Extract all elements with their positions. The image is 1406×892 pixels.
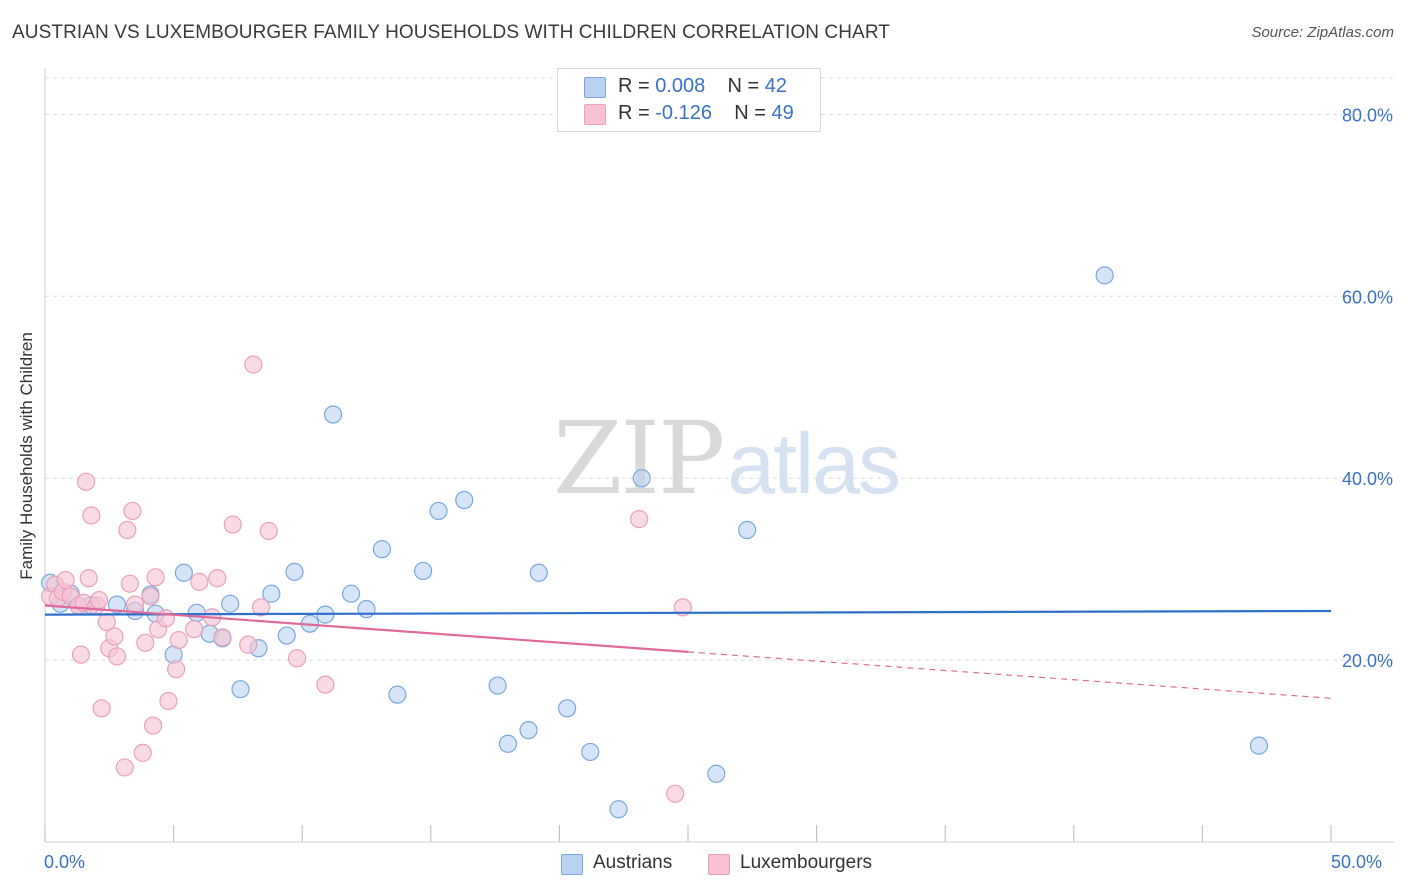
luxembourger-point (136, 633, 155, 652)
x-tick-label-max: 50.0% (1331, 852, 1383, 872)
luxembourger-trend-extension (687, 651, 1332, 699)
n-label: N = (734, 102, 766, 124)
austrian-point (187, 603, 206, 622)
luxembourger-point (118, 520, 137, 540)
austrian-point (529, 563, 548, 582)
legend-swatch-blue (561, 854, 583, 875)
austrian-point (388, 685, 407, 704)
luxembourger-point (316, 675, 335, 694)
luxembourger-trend-line (44, 604, 689, 654)
luxembourger-point (239, 635, 258, 654)
n-value: 49 (771, 102, 794, 124)
austrian-point (221, 594, 240, 613)
austrian-point (488, 676, 507, 695)
austrian-point (609, 800, 628, 819)
watermark-zip: ZIP (553, 400, 725, 517)
austrian-point (413, 561, 433, 581)
austrian-point (323, 405, 343, 424)
luxembourger-point (133, 743, 152, 762)
watermark-atlas: atlas (727, 416, 901, 512)
luxembourger-point (107, 647, 127, 666)
luxembourger-point (92, 699, 111, 718)
luxembourger-point (213, 628, 232, 647)
luxembourger-point (89, 590, 109, 610)
luxembourger-point (169, 630, 188, 650)
watermark: ZIPatlas (553, 400, 901, 517)
y-tick-label: 80.0% (1342, 105, 1393, 125)
austrian-point (455, 490, 474, 510)
y-tick-label: 20.0% (1342, 651, 1393, 671)
austrian-point (1249, 736, 1269, 755)
luxembourger-point (79, 569, 98, 588)
austrian-trend-line (44, 609, 1332, 616)
luxembourger-point (185, 620, 204, 639)
luxembourger-point (156, 609, 175, 628)
legend-label-austrians: Austrians (593, 852, 673, 873)
luxembourger-point (56, 570, 75, 590)
luxembourger-point (120, 574, 139, 593)
legend-stats-austrians: R = 0.008 N = 42 (618, 75, 787, 98)
n-value: 42 (764, 75, 788, 97)
austrian-point (357, 600, 376, 619)
austrian-point (1095, 266, 1114, 285)
luxembourger-point (251, 598, 271, 617)
austrian-point (498, 734, 518, 753)
luxembourger-point (208, 569, 227, 588)
n-label: N = (727, 75, 760, 97)
austrian-point (107, 595, 127, 614)
r-label: R = (618, 75, 650, 97)
y-tick-label: 60.0% (1342, 287, 1393, 307)
austrian-point (707, 764, 726, 783)
austrian-point (581, 742, 600, 762)
austrian-point (738, 520, 757, 540)
luxembourger-point (141, 587, 160, 606)
austrian-point (285, 562, 304, 581)
austrian-point (429, 501, 448, 521)
luxembourger-point (146, 568, 165, 587)
x-tick-label-min: 0.0% (44, 852, 86, 872)
luxembourger-point (259, 521, 278, 541)
luxembourger-point (143, 716, 163, 735)
legend-label-luxembourgers: Luxembourgers (740, 852, 873, 873)
luxembourger-point (159, 691, 178, 711)
austrian-point (262, 584, 281, 603)
austrian-point (519, 721, 538, 740)
austrian-point (231, 680, 250, 699)
luxembourger-point (630, 510, 649, 529)
legend-swatch-blue (584, 77, 606, 98)
luxembourger-point (71, 645, 91, 664)
luxembourger-point (223, 515, 242, 534)
y-tick-label: 40.0% (1342, 469, 1393, 489)
austrian-point (632, 469, 651, 488)
austrian-point (341, 584, 361, 603)
austrian-point (277, 626, 296, 645)
luxembourger-point (244, 355, 263, 374)
luxembourger-point (123, 501, 142, 521)
luxembourger-point (673, 598, 692, 617)
r-value: -0.126 (655, 102, 712, 124)
luxembourger-point (77, 472, 96, 491)
y-axis-label: Family Households with Children (17, 332, 36, 580)
austrian-point (558, 699, 577, 718)
austrian-point (174, 563, 193, 582)
luxembourger-point (115, 758, 134, 777)
luxembourger-point (287, 649, 307, 668)
legend-swatch-pink (584, 104, 606, 125)
luxembourger-point (190, 572, 209, 591)
correlation-legend: R = 0.008 N = 42 R = -0.126 N = 49 (557, 68, 821, 132)
luxembourger-point (167, 660, 186, 679)
luxembourger-point (666, 784, 685, 803)
legend-swatch-pink (708, 854, 730, 875)
luxembourger-point (105, 627, 124, 646)
austrian-point (372, 540, 392, 559)
chart-title: AUSTRIAN VS LUXEMBOURGER FAMILY HOUSEHOL… (12, 22, 891, 43)
r-value: 0.008 (655, 75, 706, 97)
legend-stats-luxembourgers: R = -0.126 N = 49 (618, 102, 794, 125)
source-label: Source: ZipAtlas.com (1251, 24, 1394, 41)
luxembourger-point (82, 506, 101, 525)
r-label: R = (618, 102, 650, 124)
